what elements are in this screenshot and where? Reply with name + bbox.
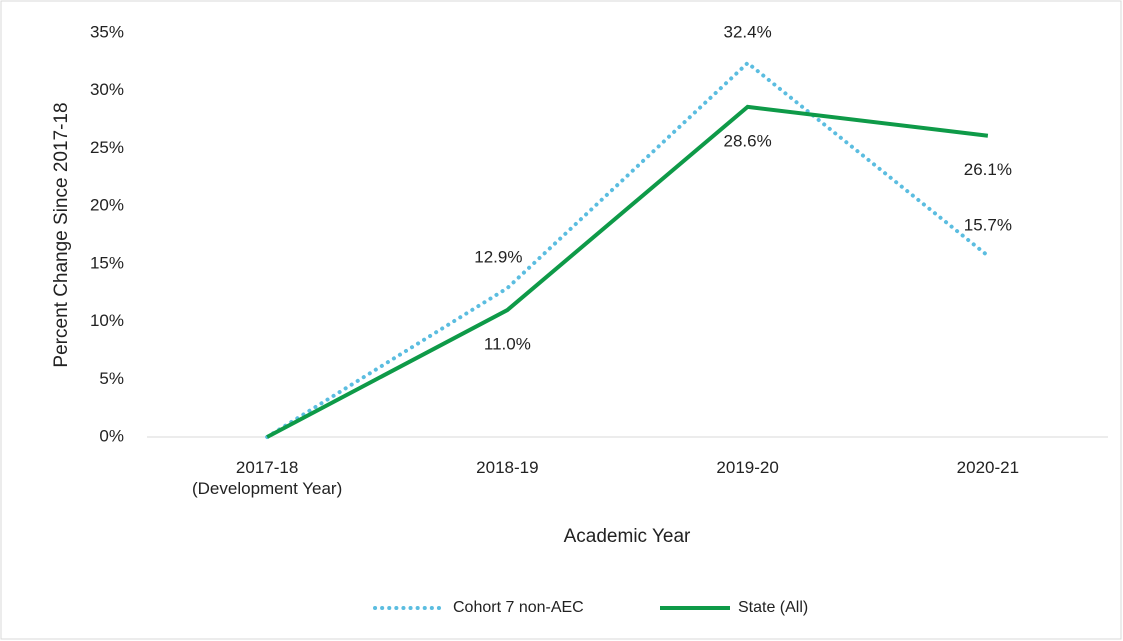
data-label: 28.6% [724, 131, 772, 150]
data-label: 12.9% [474, 248, 522, 267]
series-line [265, 60, 990, 439]
y-tick-label: 0% [99, 426, 124, 445]
y-tick-label: 30% [90, 80, 124, 99]
y-tick-label: 5% [99, 369, 124, 388]
y-tick-label: 15% [90, 253, 124, 272]
x-tick-label: 2018-19 [476, 458, 539, 477]
x-tick-label: 2019-20 [716, 458, 779, 477]
data-label: 11.0% [484, 335, 531, 354]
y-axis-label: Percent Change Since 2017-18 [51, 102, 72, 367]
x-tick-label: 2017-18 (Development Year) [191, 458, 343, 498]
data-label: 15.7% [964, 215, 1012, 234]
legend-label: State (All) [738, 599, 808, 616]
y-tick-label: 10% [90, 311, 124, 330]
x-tick-label: 2020-21 [956, 458, 1020, 477]
legend-label: Cohort 7 non-AEC [453, 599, 584, 616]
y-tick-label: 25% [90, 138, 124, 157]
series-line [266, 104, 989, 439]
y-tick-label: 35% [90, 22, 124, 41]
data-label: 32.4% [724, 22, 772, 41]
x-axis-label: Academic Year [564, 526, 691, 547]
data-label: 26.1% [964, 160, 1012, 179]
y-tick-label: 20% [90, 196, 124, 215]
